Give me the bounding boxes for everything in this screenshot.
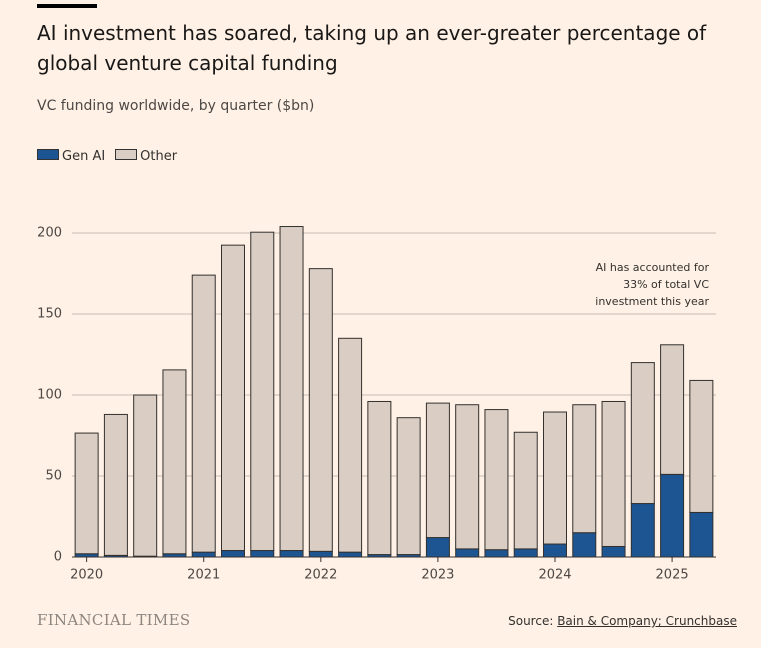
legend-item: Other bbox=[115, 149, 177, 164]
legend-label: Other bbox=[140, 149, 178, 164]
bar-segment bbox=[572, 404, 597, 534]
legend: Gen AI Other bbox=[37, 149, 177, 164]
bar-segment bbox=[308, 550, 333, 558]
bar-segment bbox=[630, 503, 655, 558]
bar-segment bbox=[103, 413, 128, 556]
bar-segment bbox=[630, 362, 655, 505]
chart: 0 50 100 150 200 2020 2021 2022 2023 2024 2025 AI h… bbox=[37, 226, 716, 583]
bar-segment bbox=[250, 550, 275, 558]
bar-segment bbox=[484, 549, 509, 558]
x-tick-label: 2020 bbox=[70, 568, 103, 583]
bar-segment bbox=[513, 431, 538, 550]
bar-segment bbox=[689, 511, 714, 558]
annotation: 33% of total VC bbox=[623, 278, 709, 291]
bar-segment bbox=[543, 411, 567, 545]
bar-segment bbox=[601, 545, 626, 558]
bar-segment bbox=[455, 404, 480, 550]
bar-segment bbox=[601, 400, 626, 547]
bar-segment bbox=[425, 537, 450, 558]
y-tick-label: 200 bbox=[37, 226, 62, 241]
bar-segment bbox=[338, 337, 363, 553]
bar-segment bbox=[133, 394, 158, 557]
x-tick-label: 2021 bbox=[187, 568, 220, 583]
bar-segment bbox=[338, 551, 363, 558]
bar-segment bbox=[367, 400, 392, 556]
chart-subtitle: VC funding worldwide, by quarter ($bn) bbox=[37, 98, 315, 114]
bar-segment bbox=[74, 432, 99, 555]
bar-segment bbox=[191, 551, 216, 558]
bar-segment bbox=[660, 473, 685, 558]
bar-segment bbox=[396, 417, 421, 556]
bar-segment bbox=[513, 548, 538, 558]
chart-title: AI investment has soared, taking up an e… bbox=[37, 21, 707, 75]
y-tick-label: 50 bbox=[45, 469, 62, 484]
bar-segment bbox=[191, 274, 216, 553]
x-tick-label: 2024 bbox=[538, 568, 571, 583]
bar-segment bbox=[689, 379, 714, 513]
legend-swatch bbox=[115, 149, 138, 160]
bar-segment bbox=[250, 231, 275, 552]
brand-bar bbox=[37, 4, 97, 8]
bar-segment bbox=[279, 550, 304, 558]
annotation: investment this year bbox=[595, 295, 709, 308]
source: Source: Bain & Company; Crunchbase bbox=[508, 614, 737, 628]
y-tick-label: 100 bbox=[37, 388, 62, 403]
annotation: AI has accounted for bbox=[596, 261, 710, 274]
bar-segment bbox=[660, 344, 685, 475]
x-tick-label: 2025 bbox=[656, 568, 689, 583]
bar-segment bbox=[543, 543, 567, 558]
bar-segment bbox=[221, 244, 245, 552]
bar-segment bbox=[162, 369, 187, 555]
bar-segment bbox=[484, 409, 509, 551]
bar-segment bbox=[308, 268, 333, 552]
source-label: Source: bbox=[508, 614, 554, 628]
y-tick-label: 150 bbox=[37, 307, 62, 322]
brand: FINANCIAL TIMES bbox=[37, 611, 191, 629]
legend-label: Gen AI bbox=[62, 149, 106, 164]
legend-swatch bbox=[37, 149, 59, 160]
bar-segment bbox=[221, 550, 245, 558]
bar-segment bbox=[425, 402, 450, 539]
bar-segment bbox=[455, 548, 480, 558]
source-link[interactable]: Bain & Company; Crunchbase bbox=[557, 614, 737, 628]
bar-segment bbox=[279, 226, 304, 552]
bar-segment bbox=[572, 532, 597, 558]
x-tick-label: 2022 bbox=[304, 568, 337, 583]
legend-item: Gen AI bbox=[37, 149, 105, 164]
y-tick-label: 0 bbox=[54, 550, 62, 565]
x-tick-label: 2023 bbox=[421, 568, 454, 583]
